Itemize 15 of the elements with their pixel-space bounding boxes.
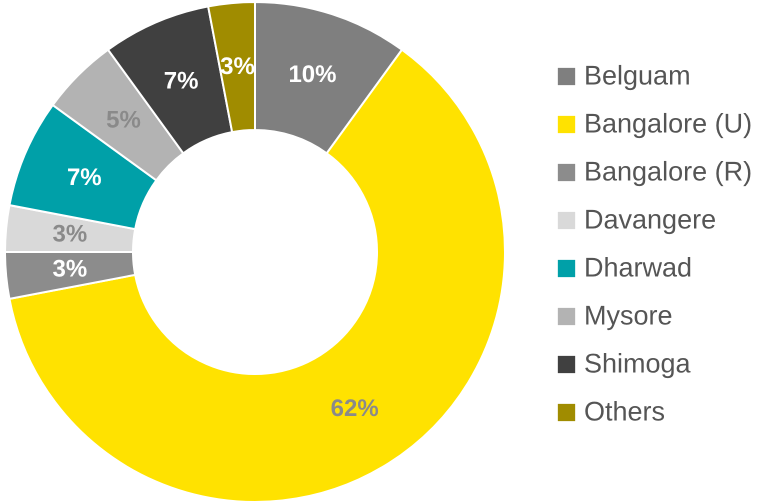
data-label: 7% <box>164 67 198 94</box>
legend-label: Shimoga <box>584 348 692 378</box>
data-label: 7% <box>66 164 102 192</box>
data-label: 62% <box>330 395 379 422</box>
data-label: 3% <box>52 220 88 248</box>
legend-label: Mysore <box>584 300 673 330</box>
data-label: 3% <box>220 52 255 80</box>
legend-label: Bangalore (U) <box>584 108 752 138</box>
legend-label: Others <box>584 396 666 426</box>
legend-label: Belguam <box>584 60 691 90</box>
legend-label: Davangere <box>584 204 716 234</box>
data-label: 10% <box>288 61 336 88</box>
legend-label: Bangalore (R) <box>584 156 752 186</box>
legend-label: Dharwad <box>584 252 692 282</box>
data-label: 3% <box>52 256 88 283</box>
